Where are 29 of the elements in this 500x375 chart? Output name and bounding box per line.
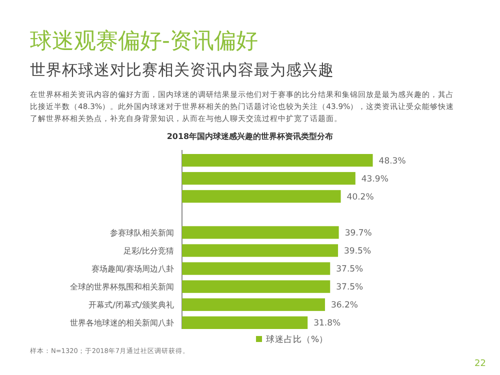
y-tick-label: 赛场趣闻/赛场周边八卦 [91, 264, 174, 274]
data-label: 43.9% [361, 174, 388, 184]
text: 2018年国内球迷感兴趣的世界杯资讯类型分布 [166, 132, 334, 141]
y-tick-label: 参赛球队相关新闻 [110, 228, 174, 238]
y-tick-label: 世界各地球迷的相关新闻八卦 [70, 318, 174, 328]
bar [182, 154, 373, 167]
chart-title: 球迷观赛偏好-资讯偏好 [30, 29, 258, 54]
chart-subtitle: 世界杯球迷对比赛相关资讯内容最为感兴趣 [30, 61, 334, 79]
bar [182, 298, 325, 311]
y-tick-label: 开幕式/闭幕式/颁奖典礼 [88, 300, 174, 310]
data-label: 37.5% [336, 264, 364, 275]
bar [182, 244, 338, 257]
data-label: 37.5% [336, 282, 364, 293]
data-label: 39.7% [344, 228, 372, 238]
data-label: 31.8% [314, 318, 341, 329]
bar [182, 280, 330, 293]
bar [182, 262, 330, 275]
y-tick-label: 全球的世界杯氛围和相关新闻 [70, 282, 174, 292]
text: 22 [474, 359, 486, 369]
bar [182, 316, 308, 329]
bar [182, 172, 356, 185]
data-label: 40.2% [346, 192, 374, 202]
legend-label: 球迷占比（%） [266, 334, 328, 345]
data-label: 39.5% [344, 246, 372, 256]
y-tick-label: 足彩/比分竞猜 [123, 246, 174, 256]
data-label: 36.2% [330, 300, 358, 311]
bar [182, 226, 339, 239]
data-label: 48.3% [378, 156, 406, 166]
bar [182, 190, 341, 203]
